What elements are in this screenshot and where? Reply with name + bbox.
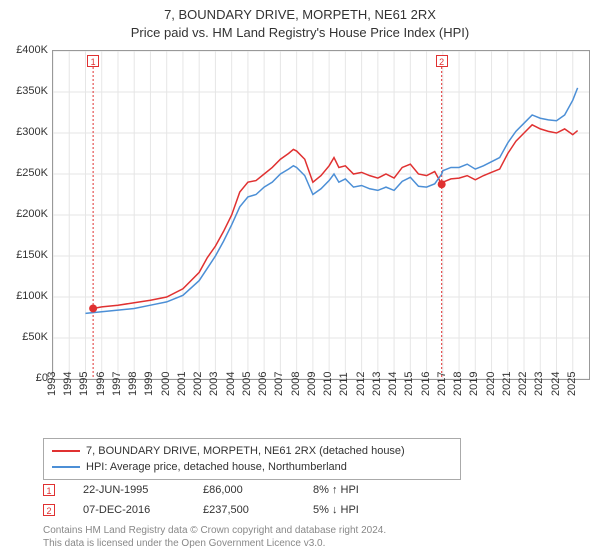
x-tick-label: 2019 [468, 372, 480, 396]
footer-attribution: Contains HM Land Registry data © Crown c… [43, 524, 386, 550]
x-tick-label: 2006 [257, 372, 269, 396]
chart-marker-2: 2 [436, 55, 448, 67]
x-tick-label: 2008 [290, 372, 302, 396]
x-tick-label: 2015 [403, 372, 415, 396]
x-tick-label: 2016 [420, 372, 432, 396]
y-axis-labels: £0£50K£100K£150K£200K£250K£300K£350K£400… [8, 50, 50, 380]
sale-price-2: £237,500 [203, 504, 313, 516]
sale-point-row-2: 2 07-DEC-2016 £237,500 5% ↓ HPI [43, 500, 413, 520]
x-tick-label: 2017 [436, 372, 448, 396]
chart-area: £0£50K£100K£150K£200K£250K£300K£350K£400… [8, 50, 592, 400]
x-tick-label: 2000 [160, 372, 172, 396]
legend-label-2: HPI: Average price, detached house, Nort… [86, 461, 347, 473]
series-line [93, 125, 578, 309]
x-tick-label: 2007 [273, 372, 285, 396]
legend-row-series-1: 7, BOUNDARY DRIVE, MORPETH, NE61 2RX (de… [52, 443, 452, 459]
x-tick-label: 2009 [306, 372, 318, 396]
x-tick-label: 2025 [566, 372, 578, 396]
x-tick-label: 2002 [192, 372, 204, 396]
x-tick-label: 2012 [355, 372, 367, 396]
x-tick-label: 2004 [225, 372, 237, 396]
sale-date-2: 07-DEC-2016 [83, 504, 203, 516]
x-tick-label: 1993 [46, 372, 58, 396]
y-tick-label: £150K [16, 249, 48, 261]
sale-point-row-1: 1 22-JUN-1995 £86,000 8% ↑ HPI [43, 480, 413, 500]
y-tick-label: £250K [16, 167, 48, 179]
x-tick-label: 2024 [550, 372, 562, 396]
x-axis-labels: 1993199419951996199719981999200020012002… [52, 382, 590, 402]
legend-row-series-2: HPI: Average price, detached house, Nort… [52, 459, 452, 475]
legend-label-1: 7, BOUNDARY DRIVE, MORPETH, NE61 2RX (de… [86, 445, 405, 457]
x-tick-label: 2023 [533, 372, 545, 396]
sale-marker-2: 2 [43, 504, 55, 516]
x-tick-label: 1998 [127, 372, 139, 396]
y-tick-label: £350K [16, 85, 48, 97]
y-tick-label: £100K [16, 290, 48, 302]
page: 7, BOUNDARY DRIVE, MORPETH, NE61 2RX Pri… [0, 0, 600, 560]
x-tick-label: 2011 [338, 372, 350, 396]
footer-line-1: Contains HM Land Registry data © Crown c… [43, 524, 386, 537]
y-tick-label: £50K [22, 331, 48, 343]
plot-region: 12 [52, 50, 590, 380]
chart-svg [53, 51, 589, 379]
x-tick-label: 2005 [241, 372, 253, 396]
x-tick-label: 2013 [371, 372, 383, 396]
x-tick-label: 1996 [95, 372, 107, 396]
footer-line-2: This data is licensed under the Open Gov… [43, 537, 386, 550]
sale-dot [438, 180, 446, 188]
x-tick-label: 2003 [208, 372, 220, 396]
x-tick-label: 1994 [62, 372, 74, 396]
title-address: 7, BOUNDARY DRIVE, MORPETH, NE61 2RX [0, 6, 600, 24]
x-tick-label: 2010 [322, 372, 334, 396]
x-tick-label: 1999 [143, 372, 155, 396]
sale-marker-1: 1 [43, 484, 55, 496]
x-tick-label: 1997 [111, 372, 123, 396]
title-subtitle: Price paid vs. HM Land Registry's House … [0, 24, 600, 42]
legend-swatch-1 [52, 450, 80, 452]
y-tick-label: £300K [16, 126, 48, 138]
sale-dot [89, 304, 97, 312]
sale-price-1: £86,000 [203, 484, 313, 496]
y-tick-label: £200K [16, 208, 48, 220]
x-tick-label: 1995 [78, 372, 90, 396]
x-tick-label: 2021 [501, 372, 513, 396]
sale-pct-2: 5% ↓ HPI [313, 504, 413, 516]
sale-date-1: 22-JUN-1995 [83, 484, 203, 496]
y-tick-label: £400K [16, 44, 48, 56]
title-block: 7, BOUNDARY DRIVE, MORPETH, NE61 2RX Pri… [0, 0, 600, 42]
legend-box: 7, BOUNDARY DRIVE, MORPETH, NE61 2RX (de… [43, 438, 461, 480]
legend-swatch-2 [52, 466, 80, 468]
sale-points-table: 1 22-JUN-1995 £86,000 8% ↑ HPI 2 07-DEC-… [43, 480, 413, 520]
x-tick-label: 2018 [452, 372, 464, 396]
x-tick-label: 2014 [387, 372, 399, 396]
x-tick-label: 2022 [517, 372, 529, 396]
x-tick-label: 2001 [176, 372, 188, 396]
series-line [85, 88, 577, 314]
x-tick-label: 2020 [485, 372, 497, 396]
chart-marker-1: 1 [87, 55, 99, 67]
sale-pct-1: 8% ↑ HPI [313, 484, 413, 496]
